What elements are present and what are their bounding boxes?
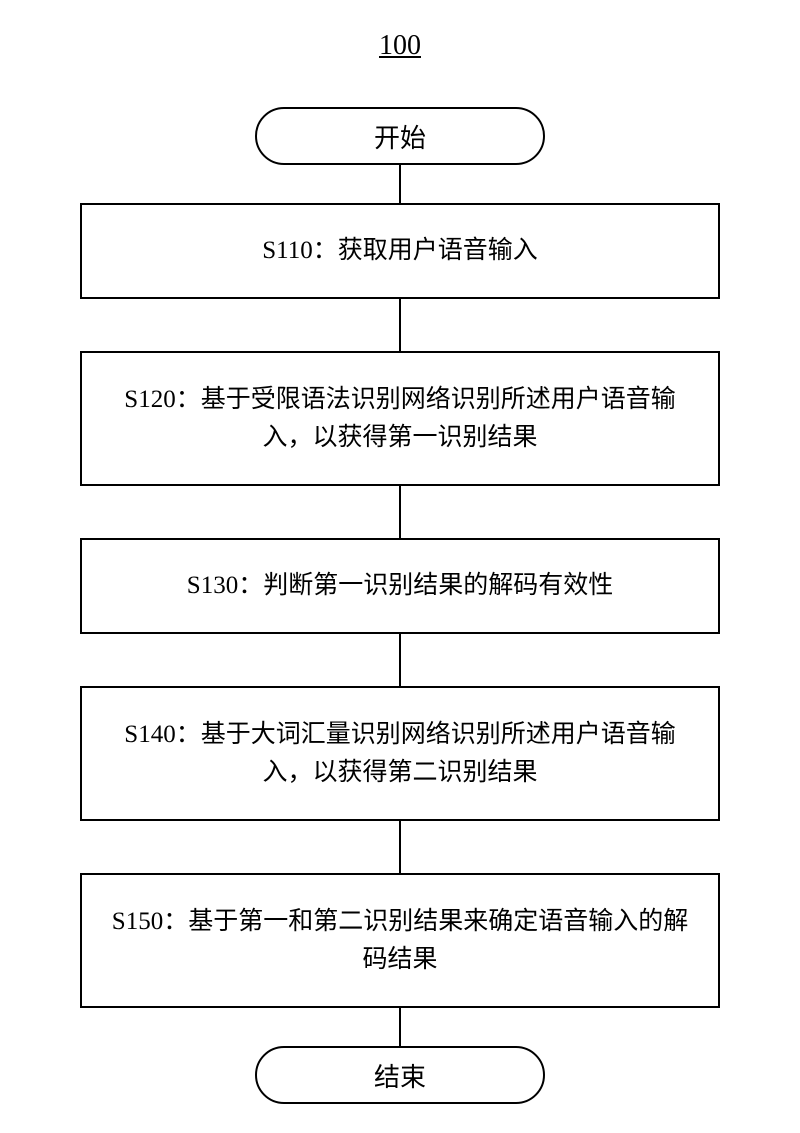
flowchart: 开始 S110：获取用户语音输入 S120：基于受限语法识别网络识别所述用户语音…	[0, 107, 800, 1104]
start-terminal: 开始	[255, 107, 545, 165]
process-s110: S110：获取用户语音输入	[80, 203, 720, 299]
connector	[399, 821, 401, 873]
diagram-container: 100 开始 S110：获取用户语音输入 S120：基于受限语法识别网络识别所述…	[0, 0, 800, 1133]
connector	[399, 1008, 401, 1046]
connector	[399, 299, 401, 351]
process-s140: S140：基于大词汇量识别网络识别所述用户语音输入，以获得第二识别结果	[80, 686, 720, 821]
end-terminal: 结束	[255, 1046, 545, 1104]
process-s150: S150：基于第一和第二识别结果来确定语音输入的解码结果	[80, 873, 720, 1008]
connector	[399, 165, 401, 203]
connector	[399, 486, 401, 538]
connector	[399, 634, 401, 686]
process-s130: S130：判断第一识别结果的解码有效性	[80, 538, 720, 634]
process-s120: S120：基于受限语法识别网络识别所述用户语音输入，以获得第一识别结果	[80, 351, 720, 486]
figure-number: 100	[0, 30, 800, 62]
